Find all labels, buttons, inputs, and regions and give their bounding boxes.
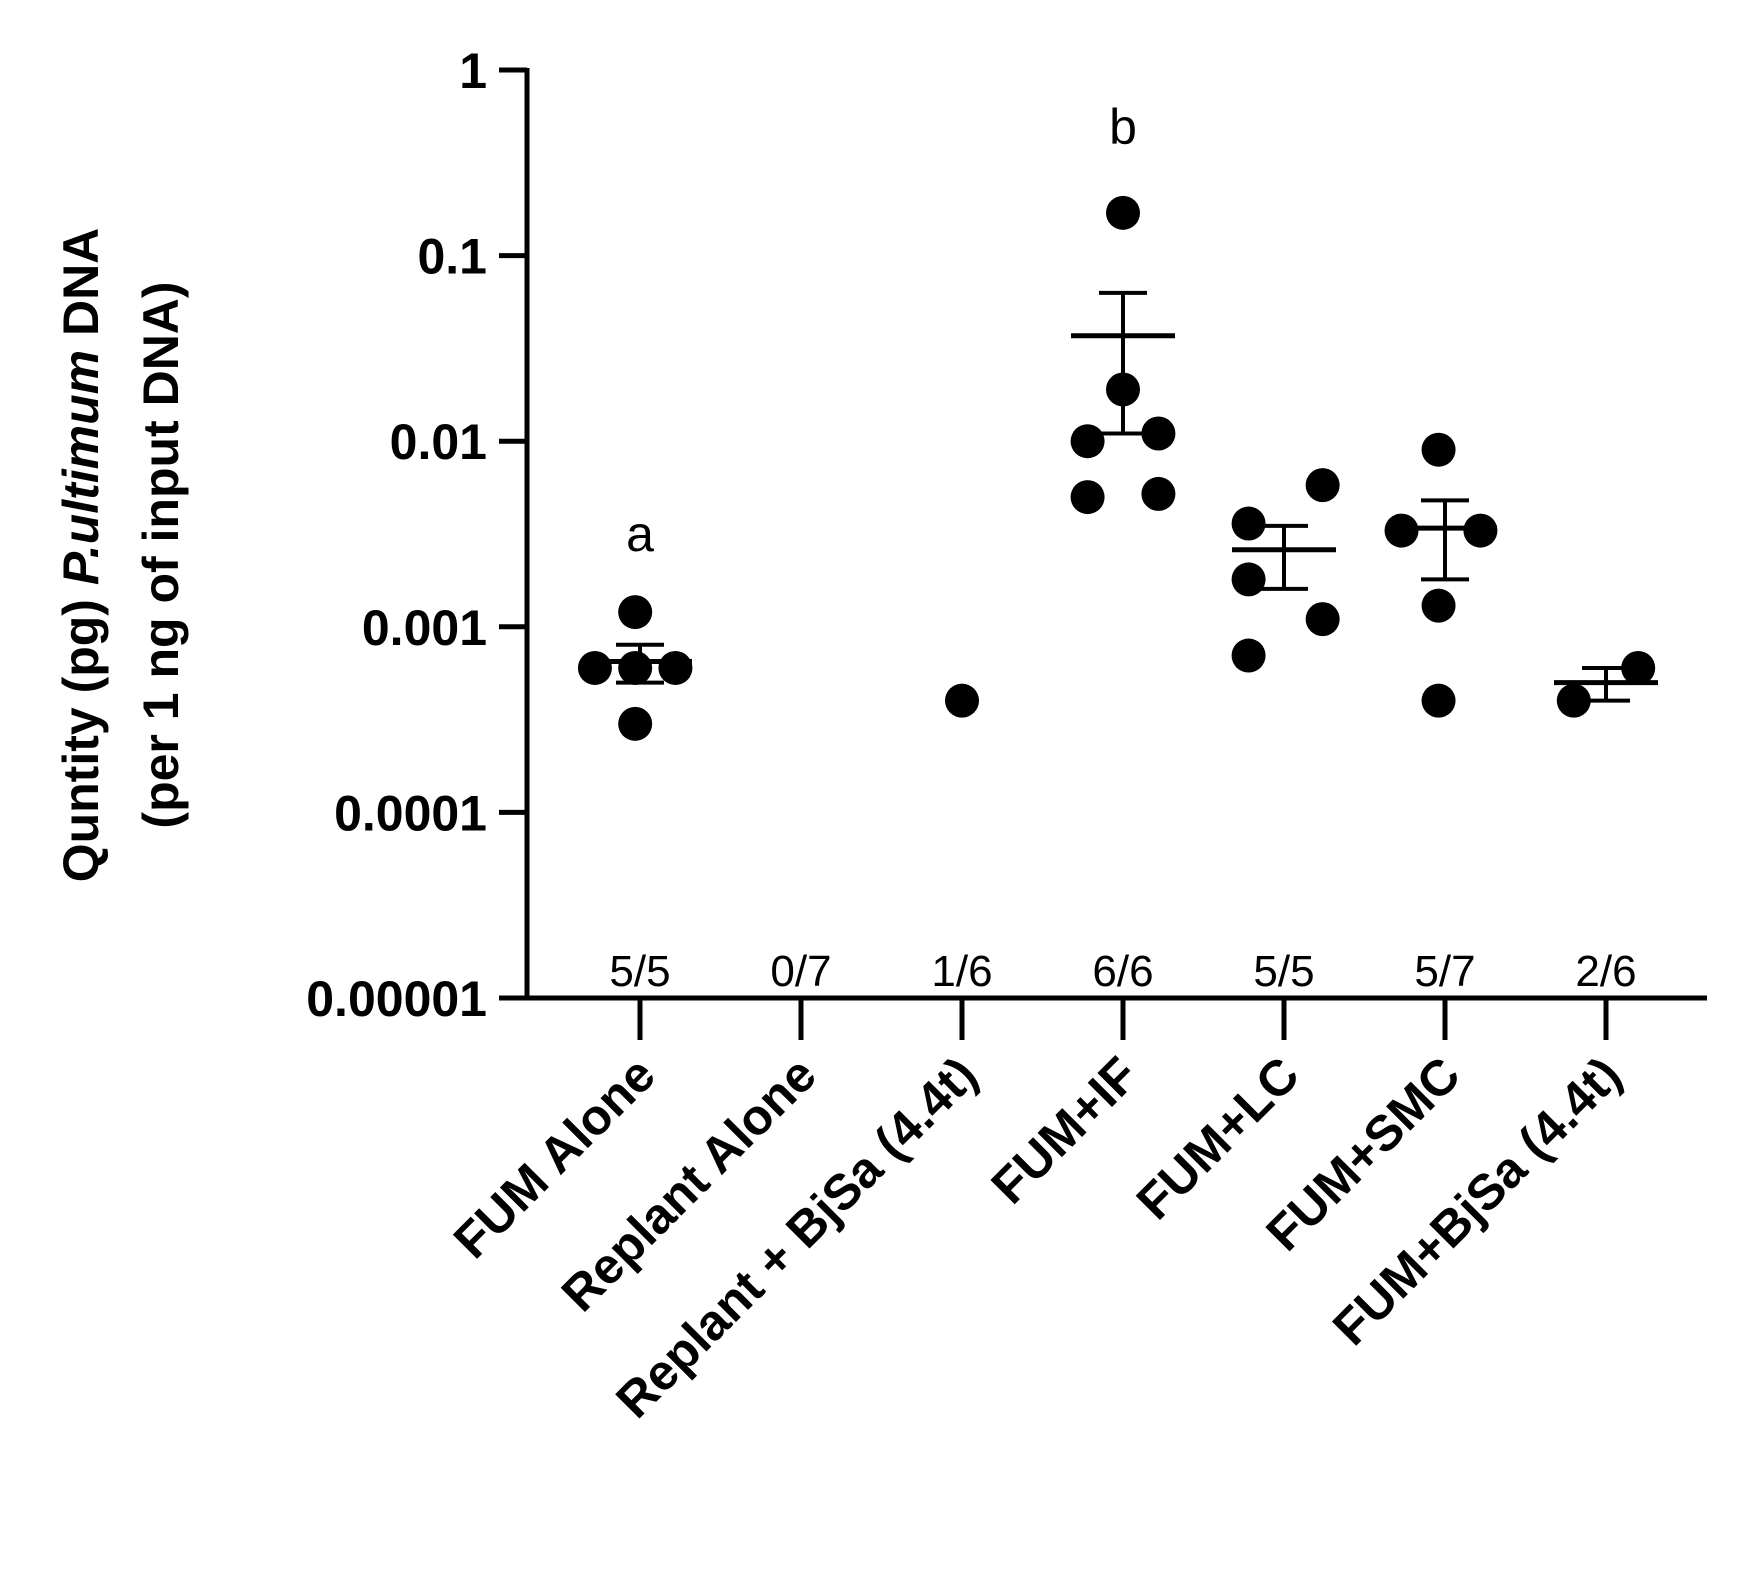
data-point xyxy=(1305,602,1340,637)
y-axis-label-suffix: DNA xyxy=(53,228,109,350)
detection-count-label: 6/6 xyxy=(1092,947,1153,996)
detection-count-label: 5/5 xyxy=(609,947,670,996)
data-point xyxy=(1556,683,1591,718)
data-point xyxy=(1231,638,1266,673)
y-tick-label: 0.01 xyxy=(390,414,487,470)
plot-area: ab xyxy=(577,99,1658,741)
data-point xyxy=(1070,480,1105,515)
data-point xyxy=(577,650,612,685)
data-point xyxy=(658,650,693,685)
y-axis-label-prefix: Quntity (pg) xyxy=(53,585,109,882)
data-point xyxy=(618,595,653,630)
y-tick-label: 0.00001 xyxy=(306,971,487,1027)
y-tick-label: 0.0001 xyxy=(334,785,487,841)
data-point xyxy=(1621,650,1656,685)
detection-count-label: 2/6 xyxy=(1575,947,1636,996)
detection-count-label: 5/5 xyxy=(1253,947,1314,996)
x-tick-label: FUM+BjSa (4.4t) xyxy=(1322,1046,1632,1356)
data-point xyxy=(945,683,979,718)
detection-count-label: 5/7 xyxy=(1414,947,1475,996)
data-point xyxy=(1421,683,1456,718)
data-point xyxy=(1231,506,1266,541)
y-axis-label-species: P.ultimum xyxy=(53,350,109,585)
y-axis-label: Quntity (pg) P.ultimum DNA (per 1 ng of … xyxy=(53,228,189,883)
data-point xyxy=(1305,468,1340,503)
x-tick-label: FUM+IF xyxy=(981,1046,1149,1214)
data-point xyxy=(618,650,653,685)
data-point xyxy=(618,706,653,741)
significance-letter: a xyxy=(626,506,654,562)
data-point xyxy=(1106,195,1140,230)
data-point xyxy=(1421,432,1456,467)
y-tick-label: 0.001 xyxy=(362,600,487,656)
y-axis-label-line1: Quntity (pg) P.ultimum DNA xyxy=(53,228,109,883)
data-point xyxy=(1141,476,1176,511)
detection-count-label: 0/7 xyxy=(770,947,831,996)
y-axis-label-line2: (per 1 ng of input DNA) xyxy=(133,281,189,828)
data-point xyxy=(1231,562,1266,597)
significance-letter: b xyxy=(1109,99,1137,155)
data-point xyxy=(1141,416,1176,451)
data-point xyxy=(1070,424,1105,459)
y-tick-label: 0.1 xyxy=(417,229,487,285)
detection-count-label: 1/6 xyxy=(931,947,992,996)
data-point xyxy=(1421,588,1456,623)
y-tick-label: 1 xyxy=(459,43,487,99)
y-axis: 1 0.1 0.01 0.001 0.0001 0.00001 xyxy=(306,43,530,1027)
